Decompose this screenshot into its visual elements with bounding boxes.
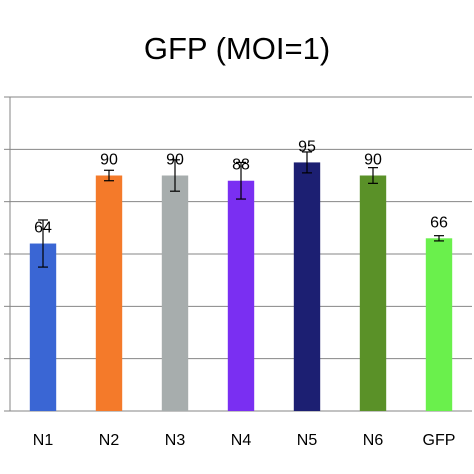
x-tick-label: N6 [363,432,384,449]
data-label: 66 [430,214,448,231]
x-tick-label: N5 [297,432,318,449]
bar-n4 [227,180,255,411]
x-tick-label: N1 [33,432,54,449]
bar-gfp [425,238,453,411]
bars [29,162,453,411]
data-label: 88 [232,157,250,174]
data-label: 90 [100,152,118,169]
bar-n2 [95,175,123,411]
data-label: 90 [166,152,184,169]
error-bars [38,151,444,268]
x-tick-label: N3 [165,432,186,449]
bar-n1 [29,243,57,411]
x-tick-label: GFP [423,432,456,449]
value-labels: 64 90 90 88 95 90 66 [34,138,448,236]
bar-n3 [161,175,189,411]
bar-n6 [359,175,387,411]
category-labels: N1 N2 N3 N4 N5 N6 GFP [33,432,456,449]
x-tick-label: N2 [99,432,120,449]
x-tick-label: N4 [231,432,252,449]
data-label: 64 [34,220,52,237]
data-label: 90 [364,152,382,169]
data-label: 95 [298,138,316,155]
bar-n5 [293,162,321,411]
chart-title: GFP (MOI=1) [144,31,330,66]
